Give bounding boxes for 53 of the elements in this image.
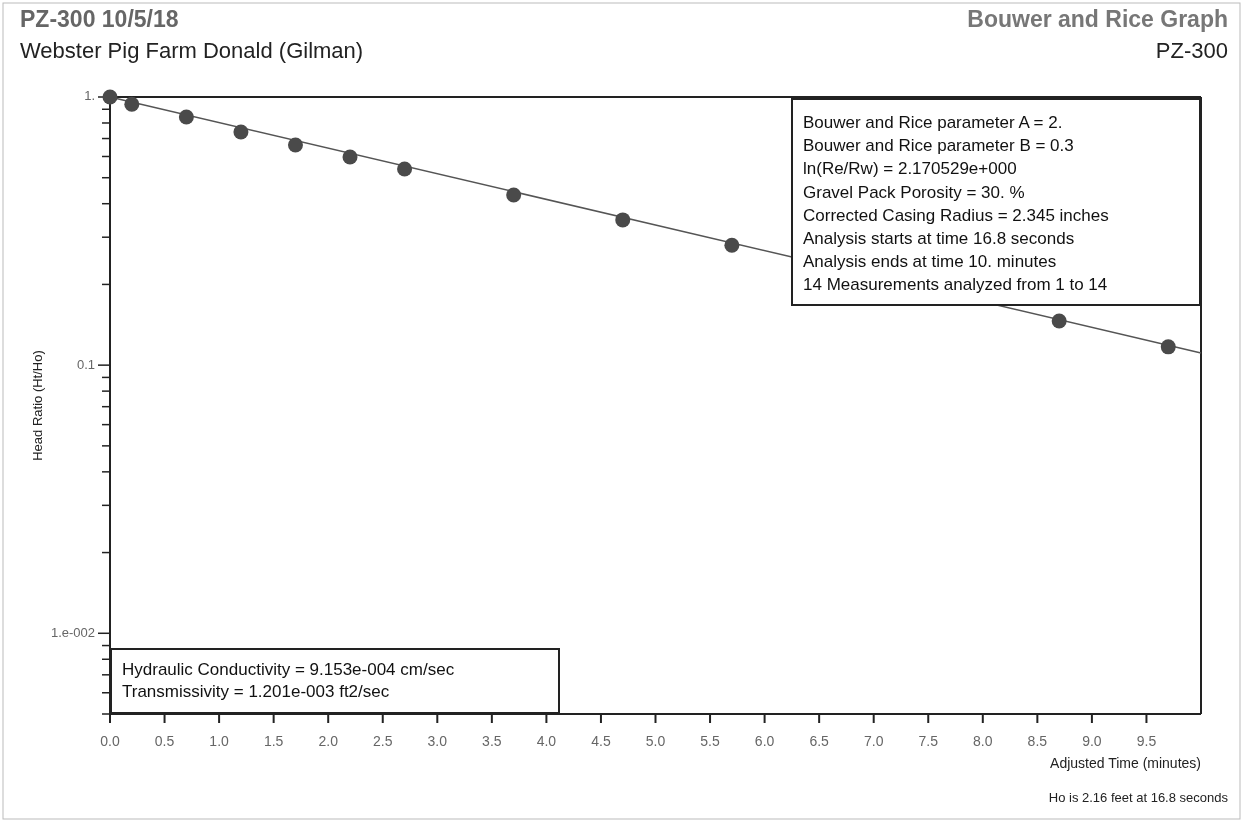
x-tick-label: 9.5: [1136, 733, 1157, 749]
x-tick-label: 7.0: [863, 733, 884, 749]
x-tick-label: 2.0: [318, 733, 339, 749]
annotation: Hydraulic Conductivity = 9.153e-004 cm/sec: [122, 660, 455, 679]
point: [124, 96, 140, 112]
x-tick-label: 8.5: [1027, 733, 1048, 749]
text: Bouwer and Rice Graph: [967, 6, 1228, 32]
x-tick-label: 0.0: [100, 733, 120, 749]
x-tick-label: 7.5: [918, 733, 939, 749]
annotation: Analysis ends at time 10. minutes: [803, 252, 1057, 272]
x-tick-label: 6.5: [809, 733, 830, 749]
annotation: Transmissivity = 1.201e-003 ft2/sec: [122, 682, 390, 701]
text: Ho is 2.16 feet at 16.8 seconds: [1048, 790, 1229, 805]
y-tick-label: 1.: [84, 88, 95, 104]
annotation: ln(Re/Rw) = 2.170529e+000: [803, 159, 1017, 179]
annotation: Corrected Casing Radius = 2.345 inches: [803, 205, 1109, 225]
y-axis-title: Head Ratio (Ht/Ho): [30, 350, 45, 461]
annotation: Bouwer and Rice parameter A = 2.: [803, 113, 1063, 132]
point: [724, 237, 740, 253]
point: [506, 187, 522, 203]
point: [342, 149, 358, 165]
x-tick-label: 0.5: [154, 733, 175, 749]
x-tick-label: 5.0: [645, 733, 666, 749]
point: [102, 89, 118, 105]
result-box: Hydraulic Conductivity = 9.153e-004 cm/sec Transmissivity = 1.201e-003 ft2/sec: [110, 648, 560, 714]
y-tick-label: 1.e-002: [50, 624, 95, 640]
point: [287, 137, 303, 153]
x-tick-label: 9.0: [1082, 733, 1102, 749]
chart-title: PZ-300 10/5/18: [20, 6, 179, 32]
x-tick-label: 2.5: [373, 733, 393, 749]
x-axis-title: Adjusted Time (minutes): [1050, 755, 1201, 771]
x-tick-label: 8.0: [973, 733, 993, 749]
point: [397, 161, 413, 177]
point: [1051, 313, 1067, 329]
x-tick-label: 3.5: [482, 733, 502, 749]
point: [1160, 339, 1176, 355]
x-tick-label: 4.5: [591, 733, 611, 749]
x-tick-label: 4.0: [536, 733, 557, 749]
x-tick-label: 3.0: [427, 733, 448, 749]
point: [615, 212, 631, 228]
x-tick-label: 5.5: [700, 733, 720, 749]
x-tick-label: 6.0: [754, 733, 775, 749]
x-tick-label: 1.5: [263, 733, 284, 749]
chart-subtitle: Webster Pig Farm Donald (Gilman): [20, 38, 364, 63]
annotation: Gravel Pack Porosity = 30. %: [803, 182, 1025, 202]
y-tick-label: 0.1: [76, 356, 95, 372]
x-tick-label: 1.0: [209, 733, 230, 749]
annotation: Analysis starts at time 16.8 seconds: [803, 229, 1075, 248]
text: PZ-300: [1155, 38, 1228, 63]
annotation: Bouwer and Rice parameter B = 0.3: [803, 136, 1074, 156]
point: [233, 124, 249, 140]
annotation: 14 Measurements analyzed from 1 to 14: [803, 275, 1108, 295]
point: [178, 109, 194, 125]
